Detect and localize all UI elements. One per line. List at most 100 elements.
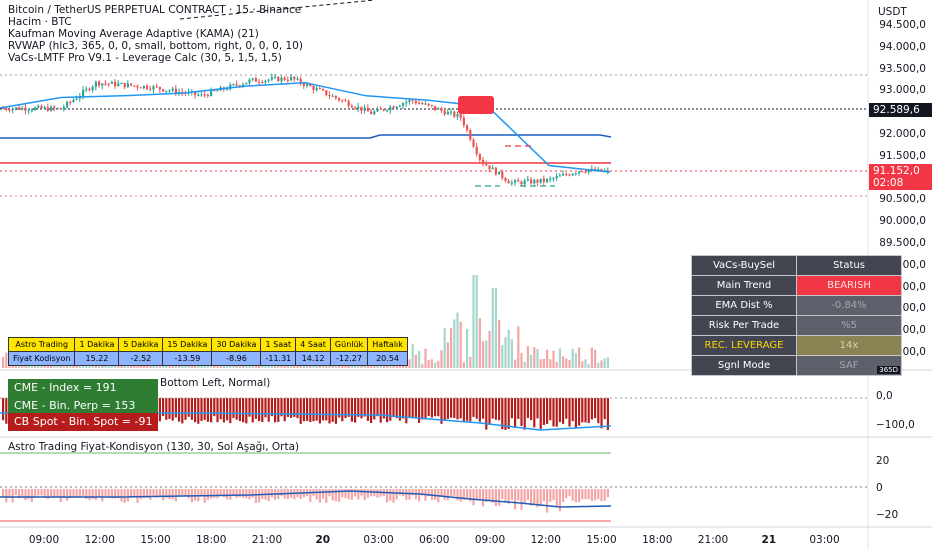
pane3-bar [165, 489, 168, 498]
volume-bar [504, 336, 507, 368]
pane2-bar [280, 398, 283, 417]
candle-body [293, 76, 296, 80]
pane3-tick: −20 [876, 509, 899, 521]
pane2-bar [606, 398, 609, 430]
pane3-bar [62, 489, 65, 499]
candle-body [133, 85, 136, 87]
candle-body [437, 108, 440, 110]
candle-body [206, 94, 209, 97]
pane2-bar [603, 398, 606, 420]
indicator-kama-label[interactable]: Kaufman Moving Average Adaptive (KAMA) (… [8, 28, 259, 40]
candle-body [514, 180, 517, 183]
indicator-rvwap-label[interactable]: RVWAP (hlc3, 365, 0, 0, small, bottom, r… [8, 40, 303, 52]
candle-body [56, 107, 59, 109]
pane2-bar [366, 398, 369, 421]
pane2-bar [235, 398, 238, 420]
pane2-bar [261, 398, 264, 422]
candle-body [210, 90, 213, 97]
volume-bar [5, 352, 8, 368]
price-tick: 93.000,0 [879, 84, 926, 97]
pane2-bar [485, 398, 488, 430]
volume-bar [418, 350, 421, 368]
candle-body [85, 88, 88, 90]
astro-header-cell: 15 Dakika [162, 337, 213, 352]
candle-body [382, 109, 385, 111]
pane2-bar [254, 398, 257, 419]
candle-body [8, 109, 11, 111]
pane2-bar [331, 398, 334, 422]
candle-body [226, 89, 229, 91]
pane2-title[interactable]: Bottom Left, Normal) [160, 377, 271, 389]
pane3-bar [552, 489, 555, 500]
volume-bar [539, 359, 542, 368]
pane3-bar [322, 489, 325, 499]
pane3-bar [8, 489, 11, 499]
pane3-bar [562, 489, 565, 502]
pane3-bar [146, 489, 149, 498]
pane2-bar [386, 398, 389, 423]
volume-bar [587, 363, 590, 368]
candle-body [165, 90, 168, 92]
pane3-bar [238, 489, 241, 498]
pane3-bar [411, 489, 414, 496]
candle-body [491, 167, 494, 170]
countdown-label: 02:08 [869, 176, 932, 190]
candle-body [584, 171, 587, 173]
volume-bar [152, 363, 155, 368]
pane2-bar [306, 398, 309, 421]
range-badge[interactable]: 365D [877, 366, 900, 374]
pane3-bar [194, 489, 197, 501]
pane3-bar [450, 489, 453, 496]
pane3-title[interactable]: Astro Trading Fiyat-Kondisyon (130, 30, … [8, 441, 300, 453]
candle-body [91, 86, 94, 91]
pane2-bar [507, 398, 510, 429]
candle-body [434, 106, 437, 110]
currency-label[interactable]: USDT [878, 6, 907, 18]
pane3-bar [24, 489, 27, 501]
pane2-bar [491, 398, 494, 419]
indicator-volume-label[interactable]: Hacim · BTC [8, 16, 72, 28]
pane3-bar [453, 489, 456, 497]
candle-body [136, 85, 139, 88]
pane2-bar [178, 398, 181, 422]
pane3-bar [571, 489, 574, 501]
indicator-vacs-label[interactable]: VaCs-LMTF Pro V9.1 - Leverage Calc (30, … [8, 52, 282, 64]
volume-bar [549, 359, 552, 368]
pane2-bar [488, 398, 491, 425]
pane2-bar [264, 398, 267, 418]
pane2-bar [229, 398, 232, 424]
pane3-bar [232, 489, 235, 497]
candle-body [504, 177, 507, 181]
candle-body [59, 107, 62, 110]
pane2-bar [274, 398, 277, 423]
kama-line [0, 81, 611, 173]
pane3-bar [386, 489, 389, 503]
vacs-key: EMA Dist % [691, 295, 797, 316]
pane2-bar [558, 398, 561, 423]
pane3-bar [590, 489, 593, 502]
volume-bar [347, 363, 350, 368]
candle-body [280, 77, 283, 82]
pane2-bar [190, 398, 193, 420]
candle-body [485, 163, 488, 166]
candle-body [574, 173, 577, 175]
candle-body [139, 87, 142, 89]
candle-body [18, 107, 21, 110]
pane3-bar [229, 489, 232, 500]
pane3-bar [520, 489, 523, 510]
pane2-bar [555, 398, 558, 427]
rvwap-line [0, 134, 612, 139]
pane2-bar [2, 398, 5, 421]
pane3-bar [155, 489, 158, 498]
pane3-bar [85, 489, 88, 499]
pane3-bar [584, 489, 587, 500]
pane2-bar [498, 398, 501, 421]
candle-body [357, 106, 360, 109]
pane2-bar [373, 398, 376, 420]
pane2-bar [184, 398, 187, 420]
pane3-bar [59, 489, 62, 503]
pane2-bar [238, 398, 241, 422]
candle-body [98, 81, 101, 86]
pane3-bar [366, 489, 369, 498]
